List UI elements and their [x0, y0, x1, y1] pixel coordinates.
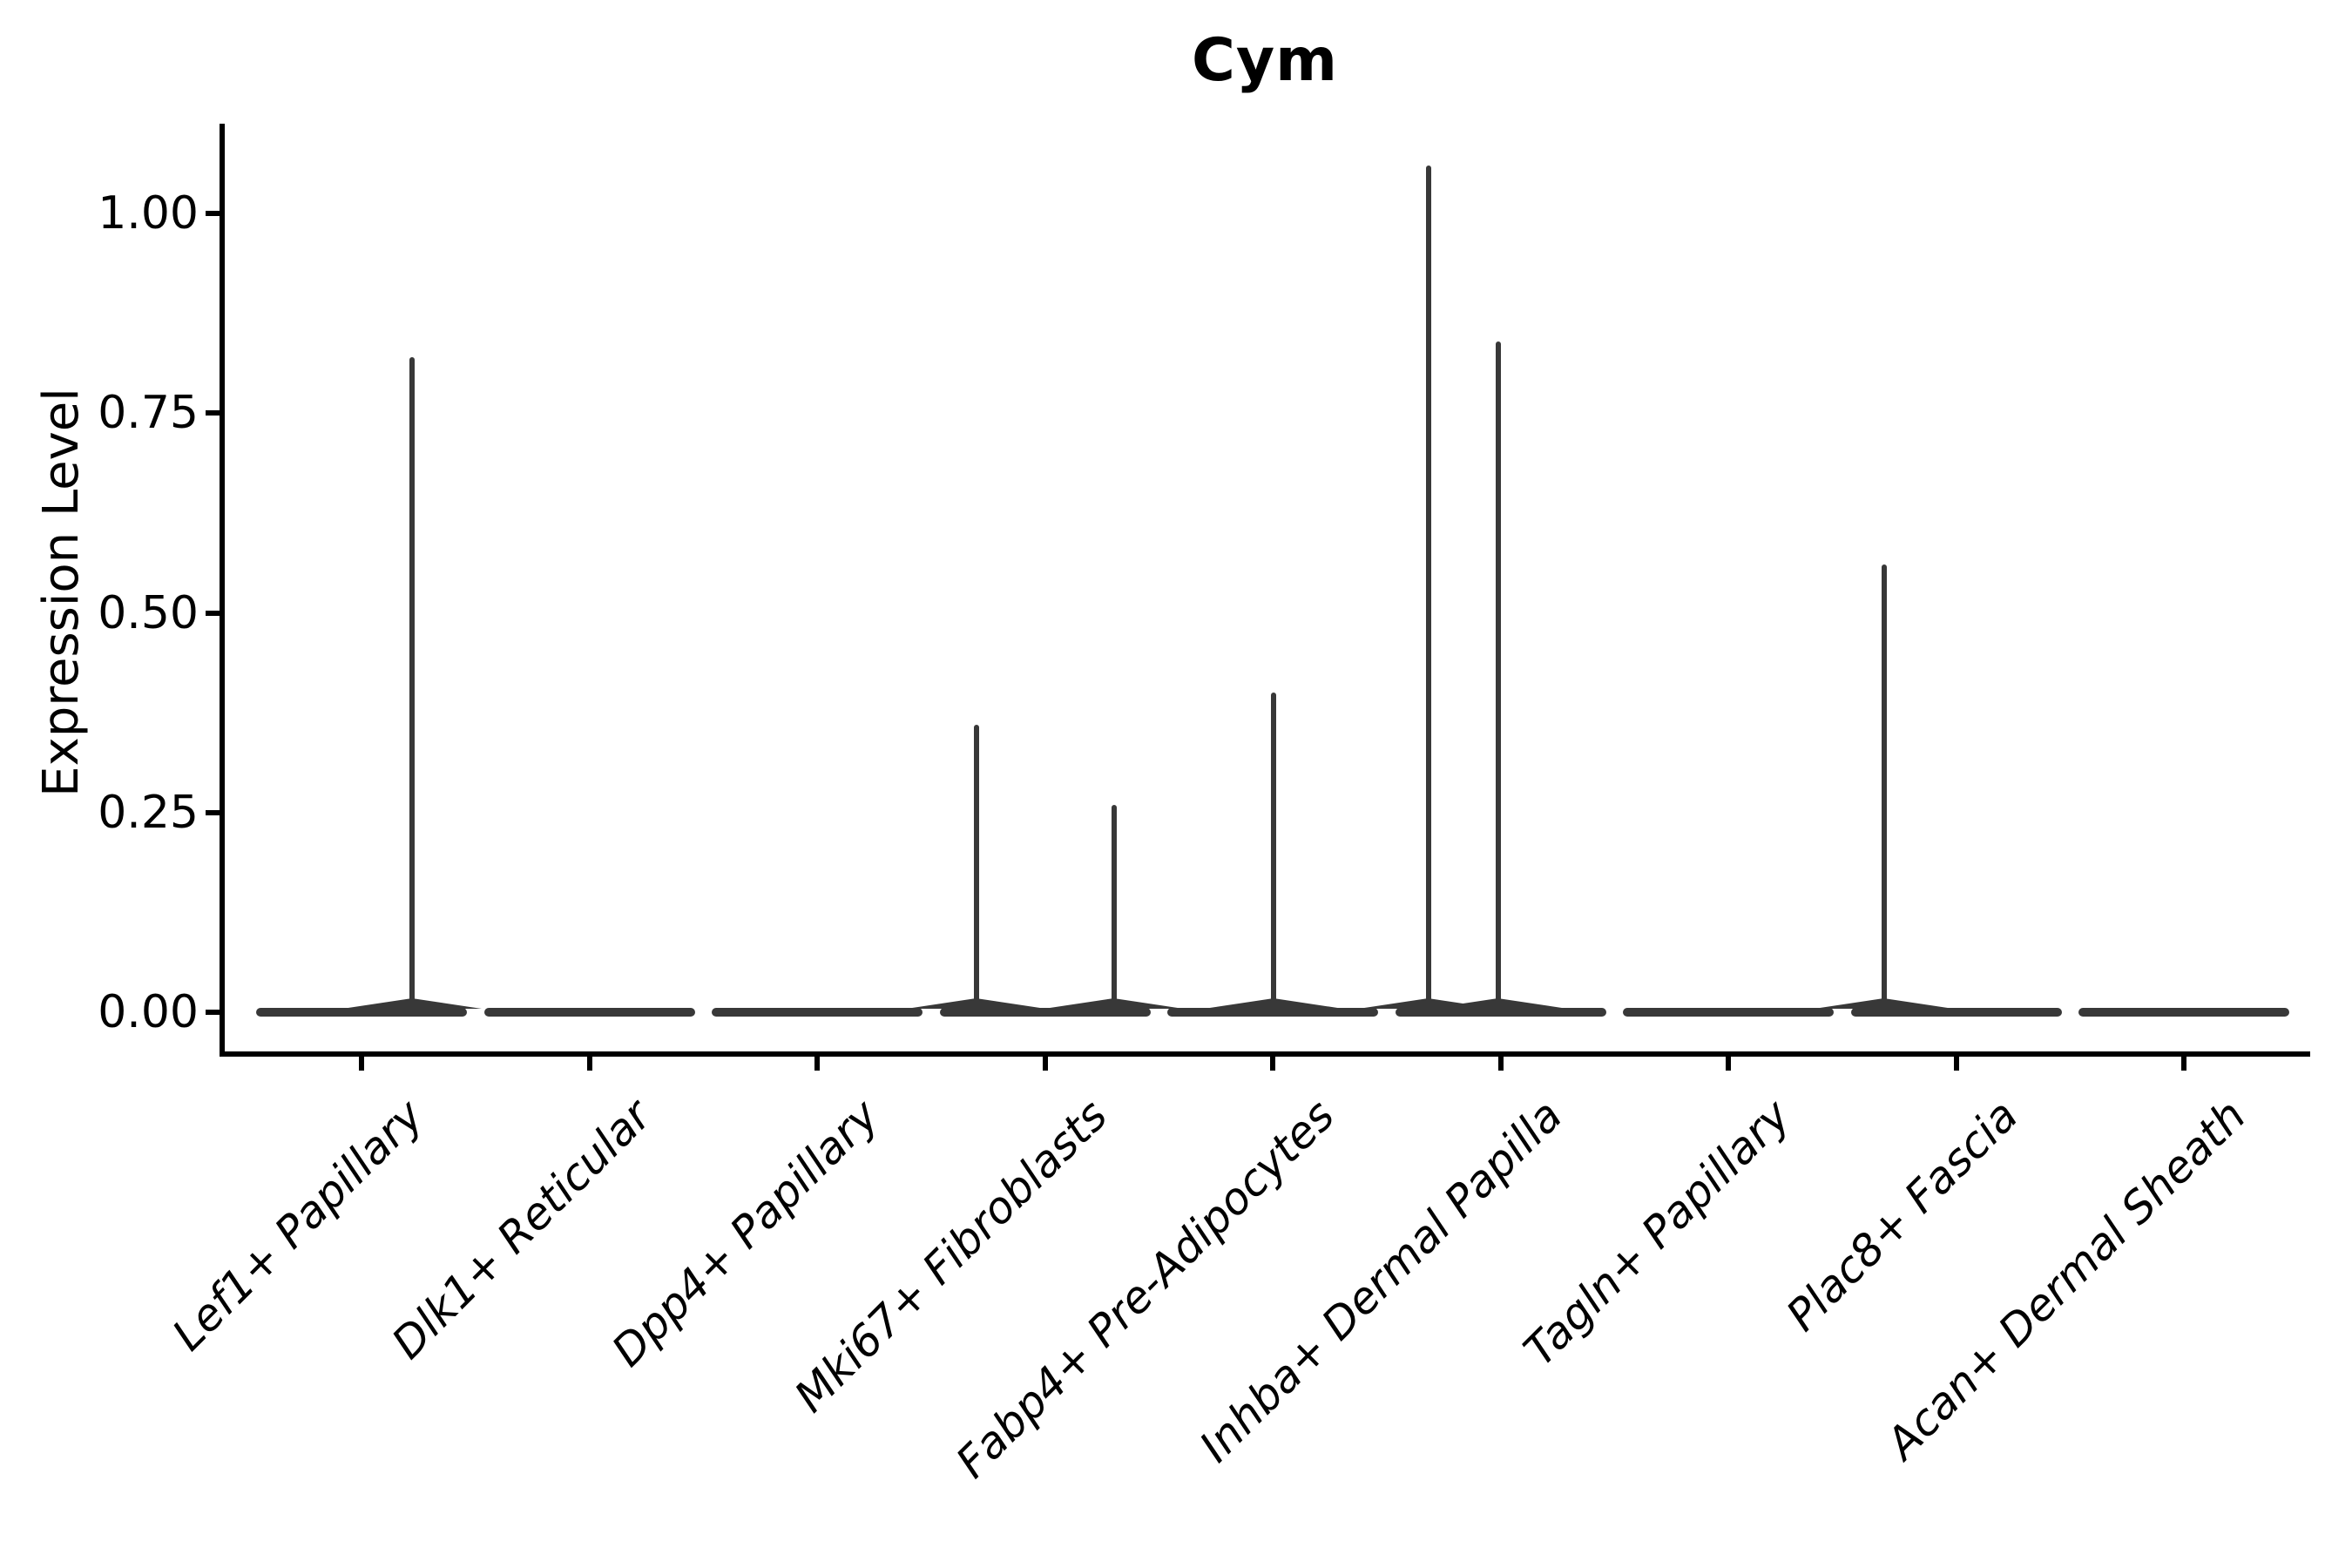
violin-baseline: [1395, 1008, 1606, 1017]
y-axis-spine: [220, 124, 225, 1057]
y-tick-label: 0.25: [98, 786, 199, 839]
y-tick-mark: [206, 610, 220, 616]
violin-baseline: [712, 1008, 923, 1017]
violin-spike: [1881, 564, 1887, 1012]
x-tick-label: Lef1+ Papillary: [163, 1090, 434, 1361]
x-axis-spine: [220, 1051, 2310, 1057]
x-tick-mark: [2181, 1057, 2186, 1071]
violin-spike: [1111, 804, 1117, 1012]
violin-baseline: [1850, 1008, 2062, 1017]
violin-baseline: [2078, 1008, 2289, 1017]
y-tick-label: 0.75: [98, 387, 199, 440]
violin-spike: [973, 724, 979, 1012]
x-tick-mark: [1726, 1057, 1731, 1071]
x-tick-label: Inhba+ Dermal Papilla: [1190, 1090, 1572, 1472]
x-tick-mark: [1953, 1057, 1959, 1071]
x-tick-mark: [1042, 1057, 1048, 1071]
y-tick-mark: [206, 410, 220, 416]
violin-baseline: [1167, 1008, 1378, 1017]
violin-baseline: [483, 1008, 695, 1017]
violin-spike: [1425, 165, 1431, 1012]
y-tick-label: 0.00: [98, 986, 199, 1038]
violin-baseline: [256, 1008, 467, 1017]
chart-title: Cym: [1191, 26, 1339, 95]
violin-baseline: [939, 1008, 1151, 1017]
y-tick-mark: [206, 809, 220, 815]
violin-spike: [1495, 341, 1501, 1012]
x-tick-mark: [586, 1057, 592, 1071]
x-tick-label: Fabp4+ Pre-Adipocytes: [946, 1090, 1345, 1488]
violin-baseline: [1623, 1008, 1834, 1017]
violin-spike: [1271, 693, 1276, 1012]
x-tick-label: Plac8+ Fascia: [1776, 1090, 2028, 1342]
y-tick-label: 0.50: [98, 586, 199, 639]
x-tick-mark: [1270, 1057, 1275, 1071]
y-tick-mark: [206, 211, 220, 216]
violin-spike: [409, 357, 415, 1012]
y-tick-mark: [206, 1010, 220, 1015]
x-tick-mark: [1497, 1057, 1504, 1071]
x-tick-mark: [814, 1057, 820, 1071]
y-tick-label: 1.00: [98, 187, 199, 240]
x-tick-mark: [359, 1057, 364, 1071]
